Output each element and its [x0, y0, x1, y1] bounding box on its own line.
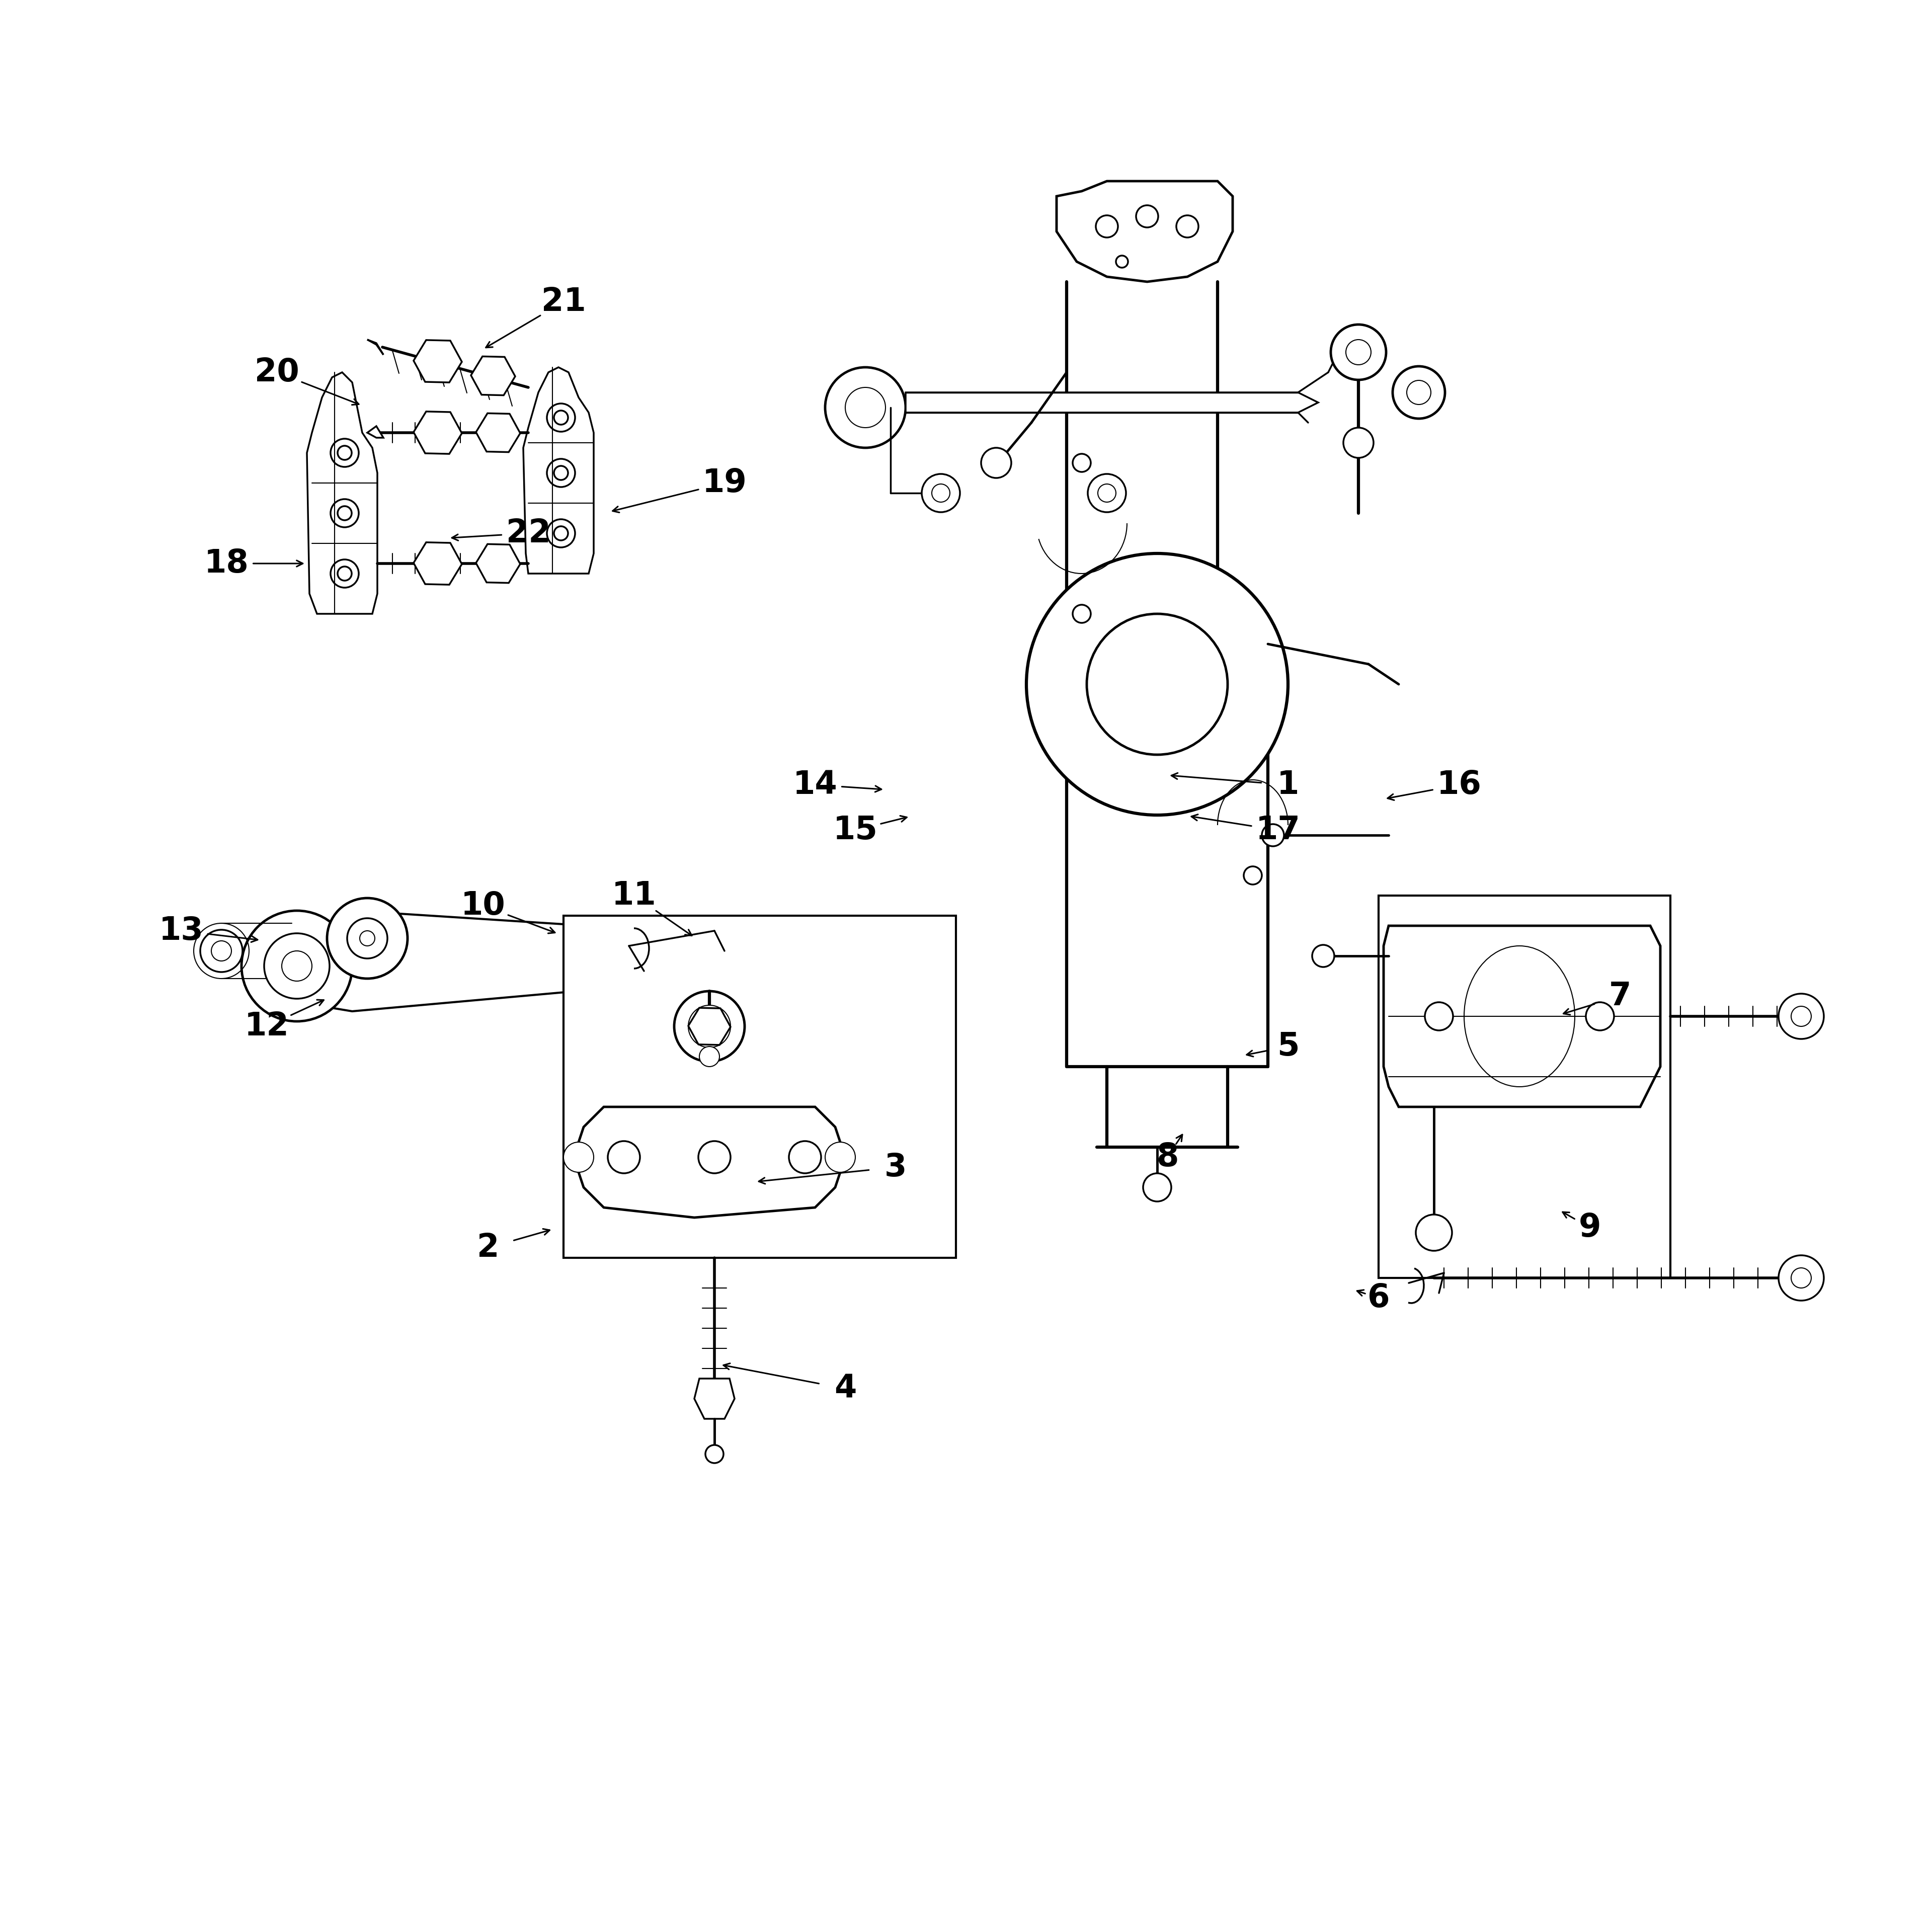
Circle shape — [1426, 1003, 1453, 1030]
Circle shape — [931, 485, 951, 502]
Circle shape — [201, 929, 243, 972]
Circle shape — [265, 933, 330, 999]
Circle shape — [330, 439, 359, 468]
Text: 20: 20 — [255, 357, 299, 388]
Circle shape — [1779, 1256, 1824, 1300]
Circle shape — [674, 991, 744, 1061]
Text: 22: 22 — [506, 518, 551, 549]
Text: 1: 1 — [1277, 769, 1298, 800]
Circle shape — [348, 918, 388, 958]
Text: 8: 8 — [1155, 1142, 1179, 1173]
Polygon shape — [367, 340, 383, 355]
Circle shape — [1072, 454, 1092, 471]
Circle shape — [1791, 1007, 1812, 1026]
Circle shape — [1026, 553, 1289, 815]
Polygon shape — [725, 935, 806, 1036]
Circle shape — [1177, 214, 1198, 238]
Text: 3: 3 — [885, 1151, 906, 1182]
Circle shape — [1406, 381, 1432, 404]
Circle shape — [359, 931, 375, 947]
Text: 9: 9 — [1578, 1211, 1602, 1242]
Text: 21: 21 — [541, 286, 585, 317]
Text: 19: 19 — [701, 468, 748, 498]
Circle shape — [338, 446, 352, 460]
Circle shape — [846, 388, 885, 427]
Circle shape — [554, 526, 568, 541]
Text: 17: 17 — [1256, 815, 1300, 846]
Circle shape — [902, 927, 949, 974]
Polygon shape — [1057, 182, 1233, 282]
Text: 16: 16 — [1437, 769, 1482, 800]
Circle shape — [547, 520, 576, 547]
Circle shape — [699, 1047, 719, 1066]
Text: 7: 7 — [1609, 981, 1631, 1012]
Circle shape — [1343, 427, 1374, 458]
Text: 11: 11 — [612, 879, 657, 912]
Circle shape — [338, 566, 352, 582]
Circle shape — [554, 466, 568, 479]
Circle shape — [788, 1142, 821, 1173]
Polygon shape — [367, 427, 383, 439]
Circle shape — [697, 1142, 730, 1173]
Circle shape — [547, 460, 576, 487]
Circle shape — [1262, 825, 1285, 846]
Circle shape — [922, 473, 960, 512]
Circle shape — [564, 1142, 593, 1173]
Text: 10: 10 — [460, 891, 506, 922]
Circle shape — [547, 404, 576, 431]
Circle shape — [1779, 993, 1824, 1039]
Polygon shape — [1383, 925, 1660, 1107]
Circle shape — [1072, 605, 1092, 622]
Polygon shape — [694, 1379, 734, 1418]
Circle shape — [282, 951, 311, 981]
Circle shape — [1393, 367, 1445, 419]
Circle shape — [554, 412, 568, 425]
Text: 15: 15 — [833, 815, 877, 846]
Circle shape — [1244, 866, 1262, 885]
Circle shape — [1136, 205, 1157, 228]
Polygon shape — [307, 373, 377, 614]
Circle shape — [327, 898, 408, 980]
Circle shape — [1144, 1173, 1171, 1202]
Circle shape — [330, 498, 359, 527]
Bar — [1379, 896, 1671, 1277]
Circle shape — [981, 448, 1010, 477]
Polygon shape — [574, 1107, 846, 1217]
Text: 18: 18 — [205, 549, 249, 580]
Circle shape — [1331, 325, 1385, 381]
Circle shape — [1416, 1215, 1453, 1250]
Circle shape — [211, 941, 232, 960]
Circle shape — [825, 367, 906, 448]
Text: 6: 6 — [1368, 1283, 1389, 1314]
Circle shape — [1095, 214, 1119, 238]
Text: 12: 12 — [243, 1010, 290, 1041]
Circle shape — [688, 1005, 730, 1047]
Circle shape — [1347, 340, 1372, 365]
Circle shape — [1088, 473, 1126, 512]
Text: 5: 5 — [1277, 1032, 1298, 1063]
Polygon shape — [906, 392, 1318, 413]
Circle shape — [1586, 1003, 1613, 1030]
Circle shape — [705, 1445, 723, 1463]
Circle shape — [1791, 1267, 1812, 1289]
Text: 2: 2 — [477, 1233, 498, 1264]
Circle shape — [1086, 614, 1227, 755]
Circle shape — [242, 910, 352, 1022]
Bar — [564, 916, 956, 1258]
Circle shape — [338, 506, 352, 520]
Circle shape — [825, 1142, 856, 1173]
Polygon shape — [307, 910, 784, 1010]
Circle shape — [1117, 255, 1128, 269]
Text: 14: 14 — [792, 769, 837, 800]
Circle shape — [1097, 485, 1117, 502]
Circle shape — [1312, 945, 1335, 968]
Text: 13: 13 — [158, 916, 203, 947]
Circle shape — [330, 560, 359, 587]
Text: 4: 4 — [835, 1374, 856, 1405]
Circle shape — [609, 1142, 639, 1173]
Polygon shape — [524, 367, 593, 574]
Circle shape — [916, 941, 935, 960]
